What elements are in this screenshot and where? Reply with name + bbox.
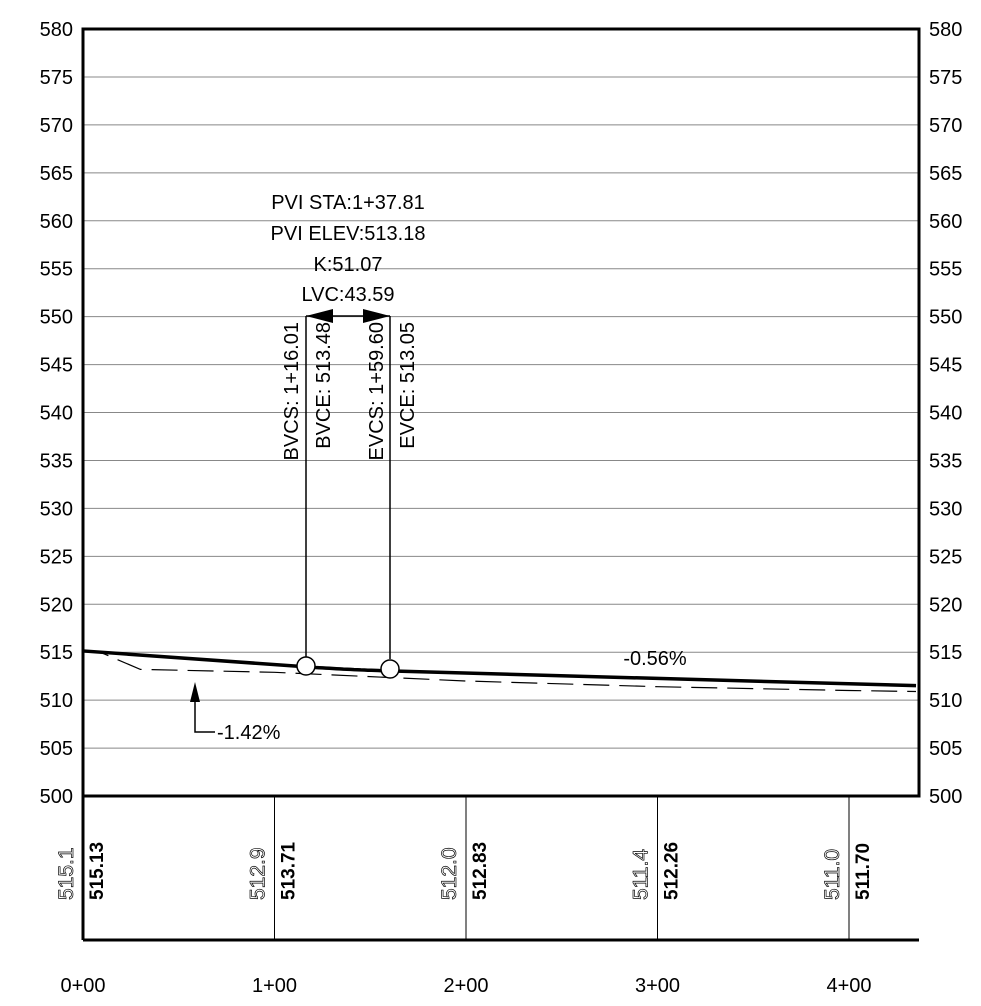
elevation-tick-label-right: 515 <box>929 642 962 664</box>
evc-elevation-label: EVCE: 513.05 <box>397 322 419 449</box>
elevation-tick-label-left: 525 <box>40 546 73 568</box>
station-tick-label: 0+00 <box>60 975 105 997</box>
proposed-elevation-value: 512.26 <box>662 842 683 900</box>
proposed-elevation-value: 511.70 <box>853 843 874 900</box>
proposed-elevation-value: 512.83 <box>470 842 491 900</box>
in-grade-arrow <box>190 682 200 702</box>
elevation-tick-label-left: 530 <box>40 498 73 520</box>
bvc-elevation-label: BVCE: 513.48 <box>313 322 335 449</box>
elevation-axis-right: 500 505 510 515 520 525 530 535 540 545 550 555 560 5… <box>929 19 962 808</box>
grade-annotations: -1.42% -0.56% <box>190 648 687 744</box>
station-tick-label: 3+00 <box>635 975 680 997</box>
station-tick-label: 4+00 <box>826 975 871 997</box>
profile-frame <box>81 27 921 798</box>
elevation-tick-label-right: 550 <box>929 307 962 329</box>
pvi-elevation-label: PVI ELEV:513.18 <box>271 223 426 245</box>
elevation-tick-label-right: 525 <box>929 546 962 568</box>
elevation-tick-label-right: 510 <box>929 690 962 712</box>
elevation-tick-label-left: 540 <box>40 403 73 425</box>
lvc-arrow-right <box>363 309 390 323</box>
existing-elevation-value: 512.9 <box>247 847 270 900</box>
elevation-tick-label-right: 580 <box>929 19 962 41</box>
elevation-axis-left: 500 505 510 515 520 525 530 535 540 545 550 555 560 5… <box>40 19 73 808</box>
elevation-tick-label-right: 520 <box>929 594 962 616</box>
elevation-table: 515.1 515.13 512.9 513.71 512.0 512.83 511.4 51… <box>55 796 919 942</box>
elevation-tick-label-right: 560 <box>929 211 962 233</box>
elevation-tick-label-right: 530 <box>929 498 962 520</box>
out-grade-label: -0.56% <box>623 648 687 670</box>
proposed-elevation-value: 515.13 <box>87 842 108 900</box>
lvc-arrow-left <box>306 309 333 323</box>
existing-elevation-value: 515.1 <box>55 847 78 900</box>
lvc-label: LVC:43.59 <box>301 284 394 306</box>
elevation-tick-label-right: 535 <box>929 450 962 472</box>
existing-elevation-value: 511.0 <box>821 849 844 900</box>
elevation-tick-label-left: 580 <box>40 19 73 41</box>
bvc-station-label: BVCS: 1+16.01 <box>281 322 303 460</box>
station-axis: 0+00 1+00 2+00 3+00 4+00 <box>60 975 871 997</box>
elevation-tick-label-right: 500 <box>929 786 962 808</box>
elevation-tick-label-left: 510 <box>40 690 73 712</box>
elevation-tick-label-left: 515 <box>40 642 73 664</box>
in-grade-label: -1.42% <box>217 722 281 744</box>
elevation-tick-label-right: 575 <box>929 67 962 89</box>
elevation-tick-label-right: 565 <box>929 163 962 185</box>
existing-elevation-value: 511.4 <box>630 849 653 900</box>
elevation-tick-label-left: 570 <box>40 115 73 137</box>
pvi-station-label: PVI STA:1+37.81 <box>271 192 425 214</box>
elevation-tick-label-left: 565 <box>40 163 73 185</box>
elevation-tick-label-left: 500 <box>40 786 73 808</box>
evc-station-label: EVCS: 1+59.60 <box>366 322 388 460</box>
elevation-tick-label-left: 560 <box>40 211 73 233</box>
elevation-tick-label-left: 545 <box>40 355 73 377</box>
in-grade-leader <box>194 686 215 733</box>
existing-elevation-value: 512.0 <box>438 847 461 900</box>
elevation-tick-label-left: 520 <box>40 594 73 616</box>
bvc-point-marker <box>296 656 316 676</box>
evc-point-marker <box>380 659 400 679</box>
k-value-label: K:51.07 <box>314 254 383 276</box>
elevation-tick-label-right: 570 <box>929 115 962 137</box>
existing-ground-line <box>82 650 917 693</box>
station-tick-label: 1+00 <box>252 975 297 997</box>
elevation-tick-label-right: 545 <box>929 355 962 377</box>
proposed-profile-line <box>82 649 917 688</box>
elevation-tick-label-right: 505 <box>929 738 962 760</box>
elevation-tick-label-left: 550 <box>40 307 73 329</box>
vertical-curve-annotation: PVI STA:1+37.81 PVI ELEV:513.18 K:51.07 … <box>271 192 426 679</box>
elevation-tick-label-left: 535 <box>40 450 73 472</box>
elevation-tick-label-right: 540 <box>929 403 962 425</box>
elevation-tick-label-right: 555 <box>929 259 962 281</box>
proposed-elevation-value: 513.71 <box>279 841 300 900</box>
elevation-tick-label-left: 505 <box>40 738 73 760</box>
station-tick-label: 2+00 <box>443 975 488 997</box>
elevation-tick-label-left: 575 <box>40 67 73 89</box>
elevation-tick-label-left: 555 <box>40 259 73 281</box>
